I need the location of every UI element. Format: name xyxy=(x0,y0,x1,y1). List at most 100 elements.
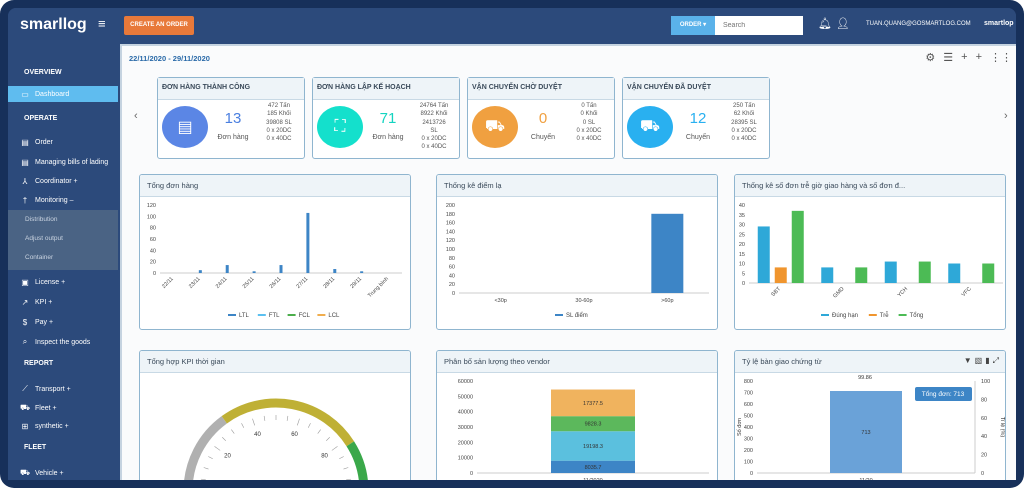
sidebar-subitem-adjust-output[interactable]: Adjust output xyxy=(25,235,63,242)
truck-icon: ⛟ xyxy=(20,468,31,477)
gauge-tick xyxy=(252,418,255,426)
brand-label: smartlop xyxy=(984,20,1014,27)
y-tick-label: 0 xyxy=(742,281,745,287)
sidebar-item-order[interactable]: ▤ Order xyxy=(21,138,53,147)
carousel-prev-icon[interactable]: ‹ xyxy=(134,110,138,122)
panel-title: Thống kê điểm lạ xyxy=(437,175,717,197)
legend-label: Tổng xyxy=(910,312,924,319)
y-tick-label: 60 xyxy=(449,265,455,271)
data-label: 17377.5 xyxy=(583,401,603,407)
create-order-button[interactable]: CREATE AN ORDER xyxy=(124,16,194,35)
sidebar-item-transport[interactable]: ⟋ Transport + xyxy=(20,384,71,394)
gauge-tick xyxy=(200,478,206,480)
sidebar-item-pay[interactable]: $ Pay + xyxy=(20,318,53,327)
y-tick-label: 300 xyxy=(744,437,753,443)
sidebar-item-dashboard[interactable]: ▭ Dashboard xyxy=(21,90,70,99)
sidebar-subitem-distribution[interactable]: Distribution xyxy=(25,216,58,223)
section-overview: OVERVIEW xyxy=(24,69,62,76)
summary-card[interactable]: VẬN CHUYỂN ĐÃ DUYỆT ⛟ 12 Chuyến 250 Tấn 6… xyxy=(622,77,770,159)
gauge-tick-label: 80 xyxy=(321,454,328,460)
summary-card[interactable]: ĐƠN HÀNG LẬP KẾ HOẠCH ⛶ 71 Đơn hàng 2476… xyxy=(312,77,460,159)
card-title: VẬN CHUYỂN ĐÃ DUYỆT xyxy=(623,78,769,100)
legend-label: LTL xyxy=(239,313,250,319)
bar xyxy=(360,271,364,273)
sidebar-item-coordinator[interactable]: ⅄ Coordinator + xyxy=(20,177,78,186)
gauge-tick xyxy=(346,478,352,480)
bar xyxy=(982,263,995,283)
y2-tick-label: 20 xyxy=(981,453,987,459)
card-detail: 0 SL xyxy=(582,119,596,126)
data-label: 8035.7 xyxy=(585,465,602,471)
x-tick-label: VFC xyxy=(961,286,973,298)
panel-total-orders: Tổng đơn hàng 0 20 40 60 80 100 120 22/11 23/11 24… xyxy=(139,174,411,330)
gauge-tick xyxy=(208,456,213,460)
card-unit: Đơn hàng xyxy=(372,134,404,141)
sidebar-item-synthetic[interactable]: ⊞ synthetic + xyxy=(21,422,69,431)
bell-icon[interactable]: 🔔︎ xyxy=(818,18,832,30)
gauge-tick xyxy=(231,429,235,434)
y-tick-label: 35 xyxy=(739,213,745,219)
y2-tick-label: 100 xyxy=(981,379,990,385)
y-tick-label: 40000 xyxy=(458,410,473,416)
card-detail: 472 Tấn xyxy=(268,103,290,109)
filter-icon[interactable]: ▼ xyxy=(963,356,972,365)
card-title: ĐƠN HÀNG THÀNH CÔNG xyxy=(158,78,304,100)
sidebar-item-fleet[interactable]: ⛟ Fleet + xyxy=(20,403,57,412)
carousel-next-icon[interactable]: › xyxy=(1004,110,1008,122)
card-detail: 0 x 20DC xyxy=(421,136,447,143)
hamburger-menu-icon[interactable]: ≡ xyxy=(98,16,106,31)
user-email[interactable]: TUAN.QUANG@GOSMARTLOG.COM xyxy=(866,21,971,27)
add-widget-icon[interactable]: + xyxy=(975,51,982,63)
sidebar-active-highlight xyxy=(8,86,118,102)
trash-icon[interactable]: ▮ xyxy=(985,356,990,365)
x-tick-label: YCH xyxy=(897,286,909,298)
gauge-tick xyxy=(241,423,245,428)
expand-icon[interactable]: ⤢ xyxy=(992,356,999,365)
sidebar-item-kpi[interactable]: ↗ KPI + xyxy=(21,298,53,307)
order-dropdown[interactable]: ORDER ▾ xyxy=(671,16,715,35)
card-detail: 0 x 40DC xyxy=(421,144,447,151)
clipboard-icon: ▤ xyxy=(21,158,29,167)
panel-document-handover: Tỷ lệ bàn giao chứng từ ▼ ▧ ▮ ⤢ 0 100 200 300 4… xyxy=(734,350,1006,480)
y2-axis-label: Tỉ lệ (%) xyxy=(999,417,1006,438)
date-range[interactable]: 22/11/2020 - 29/11/2020 xyxy=(129,54,210,63)
bar xyxy=(225,265,229,273)
legend-label: FTL xyxy=(269,313,280,319)
user-card-icon[interactable]: 👤︎ xyxy=(836,18,850,30)
gauge-tick-label: 40 xyxy=(254,432,261,438)
legend-label: SL điểm xyxy=(566,312,588,319)
y-tick-label: 140 xyxy=(446,229,455,235)
y-tick-label: 100 xyxy=(147,214,156,220)
sidebar-item-license[interactable]: ▣ License + xyxy=(21,278,66,287)
y2-tick-label: 80 xyxy=(981,397,987,403)
bar xyxy=(279,265,283,273)
summary-card[interactable]: ĐƠN HÀNG THÀNH CÔNG ▤ 13 Đơn hàng 472 Tấ… xyxy=(157,77,305,159)
sidebar-item-inspect-goods[interactable]: ⌕ Inspect the goods xyxy=(20,337,91,347)
app-window: smarllog ≡ CREATE AN ORDER ORDER ▾ 🔔︎ 👤︎… xyxy=(8,8,1016,480)
sidebar-item-vehicle[interactable]: ⛟ Vehicle + xyxy=(20,468,64,477)
y-tick-label: 100 xyxy=(744,460,753,466)
excel-icon[interactable]: ▧ xyxy=(974,356,983,365)
sidebar-subitem-container[interactable]: Container xyxy=(25,254,54,261)
y-tick-label: 180 xyxy=(446,212,455,218)
bar xyxy=(855,267,868,283)
x-tick-label: Trung bình xyxy=(367,276,390,299)
filter-icon[interactable]: ☰ xyxy=(943,52,954,64)
summary-card[interactable]: VẬN CHUYỂN CHỜ DUYỆT ⛟ 0 Chuyến 0 Tấn 0 K… xyxy=(467,77,615,159)
card-detail: 0 x 40DC xyxy=(576,136,602,143)
truck-icon: ⛟ xyxy=(627,106,673,148)
card-detail: 0 Tấn xyxy=(581,103,597,109)
grid-icon[interactable]: ⋮⋮ xyxy=(990,52,1012,64)
y-tick-label: 200 xyxy=(744,448,753,454)
sidebar-item-monitoring[interactable]: † Monitoring – xyxy=(20,196,74,205)
card-details: 250 Tấn 62 Khối 28395 SL 0 x 20DC 0 x 40DC xyxy=(719,102,769,143)
y2-tick-label: 60 xyxy=(981,416,987,422)
data-label: 9828.3 xyxy=(585,422,602,428)
sidebar: Distribution Adjust output Container OVE… xyxy=(8,44,118,480)
y-tick-label: 30 xyxy=(739,223,745,229)
search-input[interactable] xyxy=(715,16,803,35)
x-tick-label: 22/11 xyxy=(161,276,175,290)
add-icon[interactable]: + xyxy=(961,51,968,63)
sidebar-item-bills-of-lading[interactable]: ▤ Managing bills of lading xyxy=(21,158,109,167)
gear-icon[interactable]: ⚙ xyxy=(925,52,936,64)
